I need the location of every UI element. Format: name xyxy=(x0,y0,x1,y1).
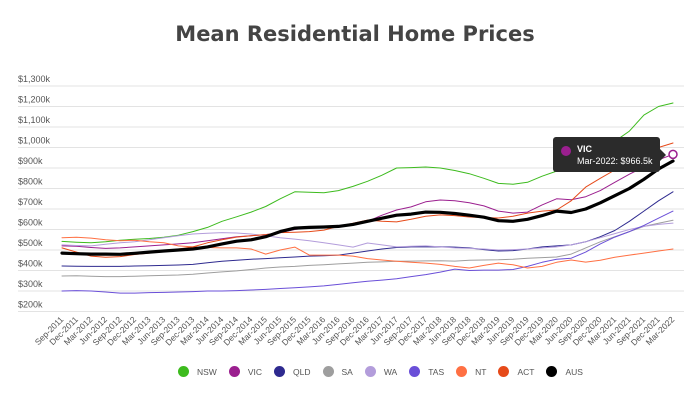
legend-item-vic[interactable]: VIC xyxy=(228,366,263,377)
legend-label: SA xyxy=(341,366,353,377)
legend-swatch-icon xyxy=(498,366,510,377)
legend-swatch-icon xyxy=(274,366,286,377)
legend-label: TAS xyxy=(428,366,445,377)
series-line-wa[interactable] xyxy=(61,222,674,251)
series-line-aus[interactable] xyxy=(60,159,675,256)
tooltip-value: Mar-2022: $966.5k xyxy=(577,156,653,166)
legend: NSW VIC QLD SA WA TAS NT ACT AUS xyxy=(178,366,595,377)
legend-item-qld[interactable]: QLD xyxy=(274,366,311,377)
legend-label: QLD xyxy=(293,366,311,377)
legend-swatch-icon xyxy=(409,366,421,377)
y-tick-label: $400k xyxy=(18,259,43,269)
y-tick-label: $1,300k xyxy=(18,74,51,84)
legend-swatch-icon xyxy=(322,366,334,377)
legend-swatch-icon xyxy=(178,366,189,377)
tooltip-series-dot xyxy=(561,146,571,156)
y-tick-label: $700k xyxy=(18,197,43,207)
y-tick-label: $500k xyxy=(18,238,43,248)
y-tick-label: $1,100k xyxy=(18,115,51,125)
legend-item-act[interactable]: ACT xyxy=(498,366,534,377)
legend-swatch-icon xyxy=(546,366,558,377)
y-tick-label: $1,000k xyxy=(18,136,51,146)
legend-label: WA xyxy=(383,366,398,377)
x-axis: Sep-2011Dec-2011Mar-2012Jun-2012Sep-2012… xyxy=(33,314,677,347)
legend-item-tas[interactable]: TAS xyxy=(409,366,444,377)
chart-title: Mean Residential Home Prices xyxy=(175,22,534,46)
legend-item-wa[interactable]: WA xyxy=(364,366,398,377)
y-tick-label: $600k xyxy=(18,218,43,228)
legend-label: AUS xyxy=(565,366,583,377)
y-tick-label: $900k xyxy=(18,156,43,166)
series-lines xyxy=(60,102,675,294)
legend-item-nsw[interactable]: NSW xyxy=(178,366,217,377)
legend-swatch-icon xyxy=(364,366,376,377)
tooltip: VIC Mar-2022: $966.5k xyxy=(553,137,666,172)
y-tick-label: $200k xyxy=(18,300,43,310)
legend-swatch-icon xyxy=(456,366,468,377)
legend-item-aus[interactable]: AUS xyxy=(546,366,583,377)
y-tick-label: $300k xyxy=(18,279,43,289)
gridlines xyxy=(18,85,684,312)
legend-label: NSW xyxy=(197,366,217,377)
legend-swatch-icon xyxy=(228,366,240,377)
legend-label: ACT xyxy=(517,366,535,377)
legend-label: VIC xyxy=(247,366,263,377)
y-tick-label: $1,200k xyxy=(18,95,51,105)
y-axis: $200k $300k $400k $500k $600k $700k $800k $900k… xyxy=(18,74,51,310)
series-line-sa[interactable] xyxy=(61,219,674,278)
legend-label: NT xyxy=(475,366,487,377)
tooltip-series-name: VIC xyxy=(577,144,593,154)
series-line-tas[interactable] xyxy=(61,210,674,294)
legend-item-sa[interactable]: SA xyxy=(322,366,353,377)
hover-point-marker xyxy=(668,149,678,160)
y-tick-label: $800k xyxy=(18,177,43,187)
legend-item-nt[interactable]: NT xyxy=(456,366,486,377)
series-line-nt[interactable] xyxy=(61,236,674,269)
